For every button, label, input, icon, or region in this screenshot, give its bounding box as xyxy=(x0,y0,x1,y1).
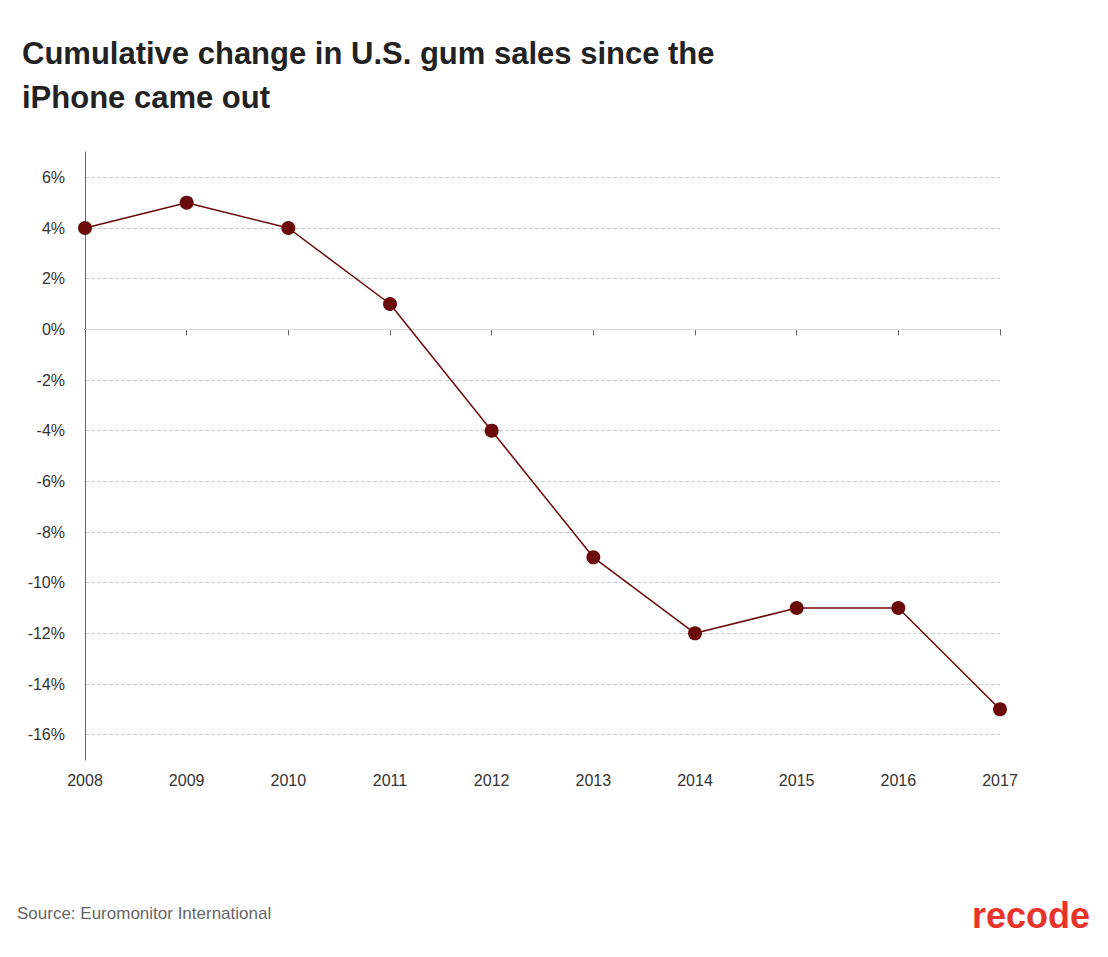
svg-text:2015: 2015 xyxy=(779,772,815,789)
svg-text:-2%: -2% xyxy=(37,372,65,389)
svg-text:2014: 2014 xyxy=(677,772,713,789)
svg-text:-6%: -6% xyxy=(37,473,65,490)
svg-text:-10%: -10% xyxy=(28,574,65,591)
svg-text:2016: 2016 xyxy=(881,772,917,789)
svg-text:2012: 2012 xyxy=(474,772,510,789)
svg-text:-16%: -16% xyxy=(28,726,65,743)
svg-text:-14%: -14% xyxy=(28,676,65,693)
svg-text:2011: 2011 xyxy=(373,772,408,789)
svg-text:2009: 2009 xyxy=(169,772,205,789)
svg-text:Cumulative change in U.S. gum: Cumulative change in U.S. gum sales sinc… xyxy=(22,36,723,71)
svg-text:2010: 2010 xyxy=(271,772,307,789)
svg-text:Source: Euromonitor Internatio: Source: Euromonitor International xyxy=(17,904,271,923)
svg-text:-8%: -8% xyxy=(37,524,65,541)
svg-text:2%: 2% xyxy=(42,270,65,287)
svg-text:iPhone came out: iPhone came out xyxy=(22,80,270,115)
svg-text:-4%: -4% xyxy=(37,422,65,439)
svg-text:recode: recode xyxy=(972,895,1090,936)
svg-text:6%: 6% xyxy=(42,169,65,186)
svg-text:-12%: -12% xyxy=(28,625,65,642)
svg-text:2008: 2008 xyxy=(67,772,103,789)
svg-text:2013: 2013 xyxy=(576,772,612,789)
svg-text:0%: 0% xyxy=(42,321,65,338)
svg-text:4%: 4% xyxy=(42,220,65,237)
svg-text:2017: 2017 xyxy=(982,772,1018,789)
